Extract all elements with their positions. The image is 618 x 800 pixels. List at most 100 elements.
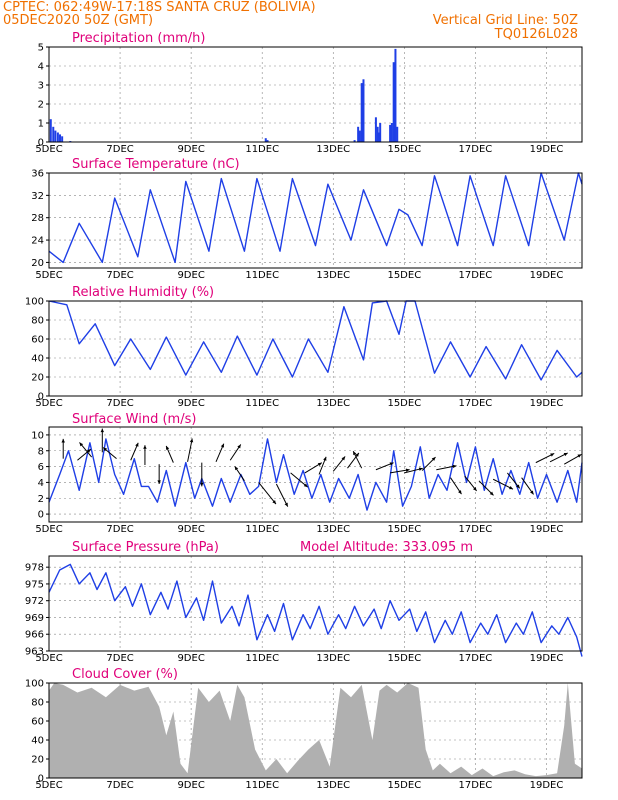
y-tick-label: 10 — [31, 430, 44, 441]
wind-arrow — [234, 466, 245, 482]
wind-arrow-head — [237, 444, 241, 449]
wind-arrow — [506, 472, 521, 489]
x-tick-label: 11DEC — [245, 780, 279, 791]
plot-panels: 5DEC 7DEC 9DEC 11DEC 13DEC 15DEC 17DEC 19DEC 0 1 2… — [25, 43, 583, 791]
y-tick-label: 60 — [31, 717, 44, 728]
y-tick-label: 4 — [38, 62, 44, 73]
wind-arrow-head — [431, 457, 436, 461]
precip-bar — [379, 123, 382, 142]
x-tick-label: 5DEC — [35, 524, 62, 535]
precip-bar — [358, 130, 361, 142]
y-tick-label: 0 — [38, 138, 44, 149]
x-tick-label: 7DEC — [106, 144, 133, 155]
panel-cloud: 5DEC 7DEC 9DEC 11DEC 13DEC 15DEC 17DEC 19DEC 0 20… — [25, 679, 583, 791]
wind-arrow — [165, 445, 174, 463]
wind-arrow — [521, 477, 534, 495]
wind-series-line — [48, 438, 583, 511]
y-tick-label: 40 — [31, 354, 44, 365]
wind-arrow — [143, 445, 147, 465]
x-tick-label: 7DEC — [106, 270, 133, 281]
y-tick-label: 80 — [31, 316, 44, 327]
panel-frame — [48, 555, 583, 652]
rh-series-line — [48, 300, 583, 381]
y-tick-label: 2 — [38, 100, 44, 111]
x-tick-label: 9DEC — [177, 398, 204, 409]
x-tick-label: 17DEC — [459, 144, 493, 155]
x-tick-label: 13DEC — [316, 653, 350, 664]
wind-arrow — [102, 447, 117, 460]
wind-arrow — [549, 452, 568, 463]
panel-precip: 5DEC 7DEC 9DEC 11DEC 13DEC 15DEC 17DEC 19DEC 0 1 2… — [35, 43, 583, 155]
x-tick-label: 15DEC — [387, 270, 421, 281]
x-tick-label: 9DEC — [177, 144, 204, 155]
panel-title-wind: Surface Wind (m/s) — [72, 412, 196, 427]
precip-bar — [362, 79, 365, 142]
x-tick-label: 17DEC — [459, 398, 493, 409]
precip-bar — [49, 119, 52, 142]
y-tick-label: 80 — [31, 698, 44, 709]
wind-arrow — [492, 478, 514, 490]
x-tick-label: 7DEC — [106, 653, 133, 664]
y-tick-label: 20 — [31, 258, 44, 269]
wind-arrow-head — [86, 449, 91, 453]
wind-arrow — [200, 462, 204, 487]
x-tick-label: 11DEC — [245, 524, 279, 535]
panel-rh: 5DEC 7DEC 9DEC 11DEC 13DEC 15DEC 17DEC 19DEC 0 20… — [25, 297, 583, 409]
wind-arrow-head — [473, 487, 477, 491]
wind-arrow — [79, 442, 93, 458]
precip-bar — [54, 130, 57, 142]
y-tick-label: 3 — [38, 81, 44, 92]
y-tick-label: 32 — [31, 191, 44, 202]
precip-bar — [357, 126, 360, 142]
wind-arrow-head — [550, 453, 555, 457]
x-tick-label: 15DEC — [387, 780, 421, 791]
wind-arrow-head — [489, 491, 494, 496]
wind-arrow — [258, 482, 277, 505]
header-station: CPTEC: 062:49W-17:18S SANTA CRUZ (BOLIVI… — [3, 0, 316, 15]
wind-arrow-head — [284, 502, 288, 507]
x-tick-label: 15DEC — [387, 524, 421, 535]
header-grid-line: Vertical Grid Line: 50Z — [433, 13, 578, 28]
y-tick-label: 6 — [38, 462, 44, 473]
panel-frame — [48, 46, 583, 143]
y-tick-label: 8 — [38, 446, 44, 457]
precip-bar — [390, 123, 393, 142]
x-tick-label: 5DEC — [35, 653, 62, 664]
wind-arrow-shaft — [187, 438, 193, 462]
wind-arrow — [304, 462, 323, 474]
x-tick-label: 19DEC — [530, 144, 564, 155]
x-tick-label: 13DEC — [316, 780, 350, 791]
precip-bar — [353, 140, 356, 142]
x-tick-label: 9DEC — [177, 780, 204, 791]
cloud-cover-area — [49, 683, 582, 778]
wind-arrow-shaft — [492, 478, 514, 490]
wind-arrow-head — [61, 438, 65, 443]
y-tick-label: 4 — [38, 478, 44, 489]
precip-bar — [56, 132, 59, 142]
y-tick-label: 28 — [31, 213, 44, 224]
x-tick-label: 5DEC — [35, 780, 62, 791]
wind-arrow-head — [143, 445, 147, 449]
x-tick-label: 11DEC — [245, 653, 279, 664]
y-tick-label: 1 — [38, 119, 44, 130]
wind-arrow-head — [530, 490, 534, 495]
y-tick-label: 40 — [31, 736, 44, 747]
precip-bar — [52, 126, 55, 142]
panel-wind: 5DEC 7DEC 9DEC 11DEC 13DEC 15DEC 17DEC 19DEC 0 2 4… — [31, 426, 583, 535]
y-tick-label: 100 — [25, 297, 44, 308]
wind-arrow-head — [272, 500, 276, 505]
y-tick-label: 0 — [38, 774, 44, 785]
wind-arrow — [61, 438, 65, 459]
y-tick-label: 963 — [25, 647, 44, 658]
wind-arrow-head — [234, 466, 239, 471]
wind-arrow — [535, 452, 555, 464]
wind-arrow-head — [220, 443, 224, 448]
wind-arrow-head — [100, 428, 105, 433]
panel-frame — [48, 682, 583, 779]
wind-arrow-head — [135, 442, 139, 447]
y-tick-label: 0 — [38, 510, 44, 521]
precip-bar — [396, 126, 399, 142]
precip-bar — [59, 134, 62, 142]
panel-frame — [48, 300, 583, 397]
pres-series-line — [48, 563, 583, 657]
